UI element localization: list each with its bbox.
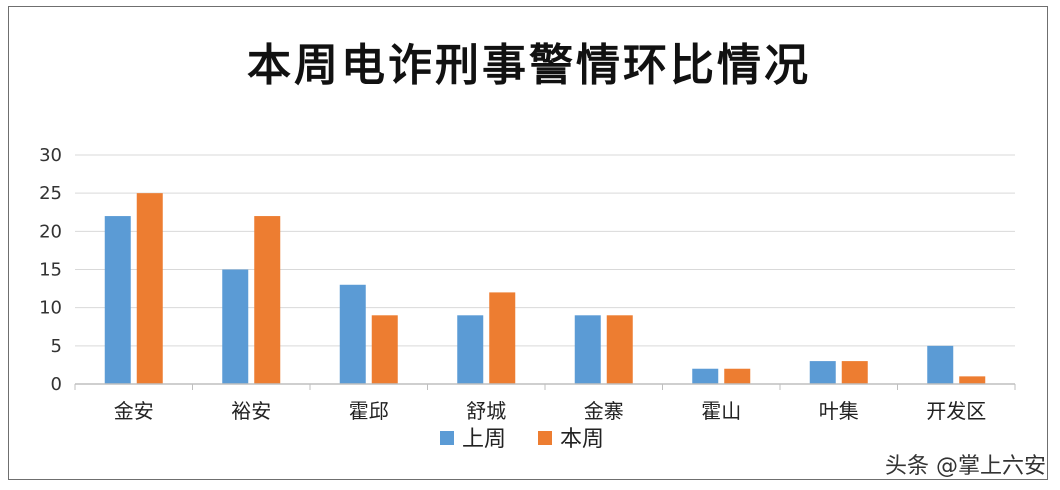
bar-上周-霍山 xyxy=(692,368,719,384)
y-tick-label: 30 xyxy=(39,145,62,166)
legend-label: 上周 xyxy=(462,427,506,452)
bars xyxy=(104,193,986,384)
x-category-label: 金寨 xyxy=(584,399,624,423)
legend-swatch-上周 xyxy=(440,431,454,445)
y-tick-label: 15 xyxy=(39,260,62,281)
y-tick-label: 20 xyxy=(39,221,62,242)
bar-本周-叶集 xyxy=(841,361,868,384)
y-axis: 0 5 10 15 20 25 30 xyxy=(39,145,62,395)
x-category-label: 霍邱 xyxy=(349,399,389,423)
legend: 上周 本周 xyxy=(440,427,604,452)
bar-本周-开发区 xyxy=(959,376,986,384)
bar-上周-金寨 xyxy=(574,315,601,384)
bar-本周-金寨 xyxy=(606,315,633,384)
y-tick-label: 25 xyxy=(39,183,62,204)
bar-上周-裕安 xyxy=(222,269,249,384)
y-tick-label: 0 xyxy=(51,374,62,395)
chart-title: 本周电诈刑事警情环比情况 xyxy=(247,40,811,91)
bar-本周-舒城 xyxy=(489,292,516,384)
gridlines xyxy=(75,154,1015,347)
watermark: 头条 @掌上六安 xyxy=(885,454,1046,479)
x-category-label: 开发区 xyxy=(926,399,986,423)
bar-上周-舒城 xyxy=(457,315,484,384)
bar-上周-叶集 xyxy=(809,361,836,384)
bar-上周-开发区 xyxy=(927,345,954,384)
x-category-label: 裕安 xyxy=(231,399,271,423)
y-tick-label: 10 xyxy=(39,298,62,319)
bar-上周-霍邱 xyxy=(339,284,366,384)
x-category-label: 舒城 xyxy=(466,399,506,423)
chart-frame: 本周电诈刑事警情环比情况 xyxy=(8,6,1048,480)
bar-上周-金安 xyxy=(104,216,131,384)
bar-本周-裕安 xyxy=(254,216,281,384)
legend-swatch-本周 xyxy=(538,431,552,445)
bar-本周-霍山 xyxy=(724,368,751,384)
legend-label: 本周 xyxy=(560,427,604,452)
y-tick-label: 5 xyxy=(51,336,62,357)
x-category-label: 叶集 xyxy=(819,399,859,423)
x-category-label: 霍山 xyxy=(701,399,741,423)
x-category-label: 金安 xyxy=(114,399,154,423)
bar-本周-霍邱 xyxy=(371,315,398,384)
bar-本周-金安 xyxy=(136,193,163,384)
x-axis: 金安 裕安 霍邱 舒城 金寨 霍山 叶集 开发区 xyxy=(74,383,1016,423)
